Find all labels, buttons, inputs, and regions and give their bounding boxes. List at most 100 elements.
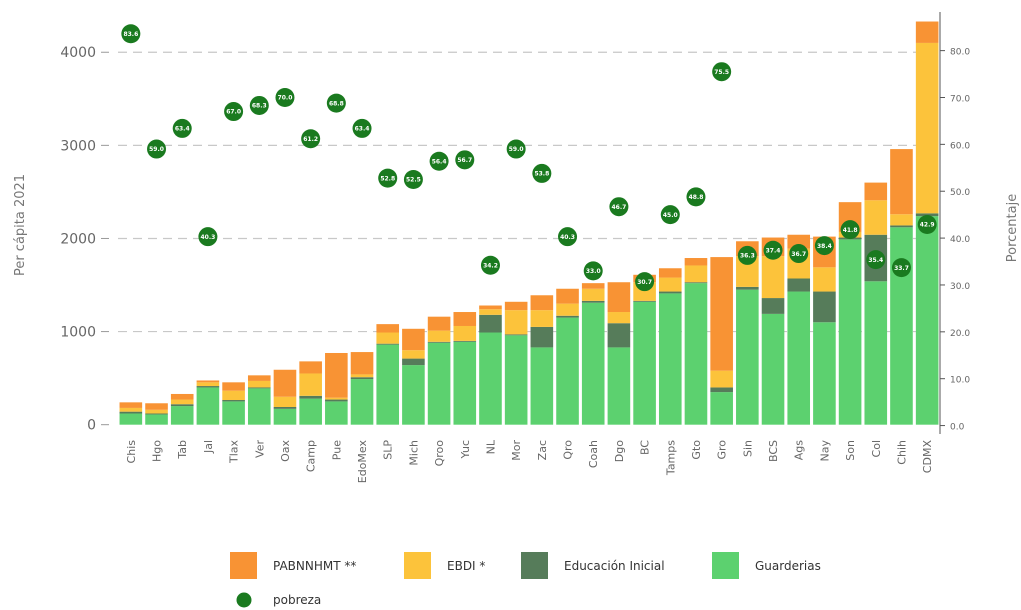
axes: 0 1000 2000 3000 4000 0.0 10.0 20.0 30.0 40.0 50.0… (60, 12, 970, 483)
bar-segment-educaci-n-inicial (736, 286, 759, 290)
pobreza-dot (121, 24, 141, 44)
x-tick-label: Coah (587, 440, 600, 468)
pobreza-dot-label: 37.4 (766, 247, 781, 254)
pobreza-dot-label: 83.6 (123, 31, 138, 38)
legend: PABNNHMT ** EBDI * Educación Inicial Guarde… (230, 552, 821, 608)
bar-segment-pabnnhmt (170, 393, 194, 400)
pobreza-dot (224, 102, 244, 122)
bar-segment-pabnnhmt (350, 352, 374, 375)
pobreza-dot-label: 52.8 (380, 175, 395, 182)
x-tick-label: BC (639, 440, 652, 455)
bar-segment-guarderias (222, 401, 245, 425)
bar-segment-educaci-n-inicial (607, 323, 631, 348)
bar-segment-educaci-n-inicial (761, 298, 785, 314)
pobreza-dot-label: 75.5 (714, 69, 729, 76)
bar-stacks (119, 21, 939, 425)
legend-label: PABNNHMT ** (273, 559, 356, 573)
bar-segment-pabnnhmt (222, 382, 245, 391)
bar-segment-guarderias (479, 332, 502, 425)
y-axis-title-left: Per cápita 2021 (13, 174, 28, 276)
bar-segment-educaci-n-inicial (402, 358, 425, 366)
pobreza-dot (558, 227, 578, 247)
x-tick-label: EdoMex (356, 440, 369, 484)
bar-segment-pabnnhmt (479, 305, 502, 310)
bar-segment-ebdi (427, 330, 451, 342)
bar-segment-guarderias (915, 216, 939, 425)
x-tick-label: Yuc (459, 440, 472, 459)
pobreza-dot-label: 46.7 (612, 204, 627, 211)
bar-segment-pabnnhmt (710, 257, 733, 371)
pobreza-dot (917, 215, 937, 234)
x-tick-label: Mor (510, 440, 523, 461)
bar-segment-guarderias (864, 281, 888, 425)
bar-segment-pabnnhmt (890, 149, 913, 215)
legend-swatch (521, 552, 548, 579)
y-tick-label-right: 10.0 (950, 376, 970, 386)
pobreza-dot (660, 205, 680, 225)
bar-segment-guarderias (299, 398, 322, 425)
poverty-dots: 83.6 59.0 63.4 40.3 67.0 68.3 70.0 61.2 68.8 63.4… (121, 24, 937, 292)
legend-swatch (404, 552, 431, 579)
bar-segment-ebdi (479, 309, 502, 315)
bar-segment-guarderias (658, 293, 682, 425)
bar-segment-ebdi (350, 374, 374, 378)
pobreza-dot (712, 62, 732, 82)
bar-segment-guarderias (633, 301, 656, 425)
bar-segment-pabnnhmt (915, 21, 939, 43)
y-tick-label-left: 1000 (60, 325, 96, 341)
bar-segment-pabnnhmt (607, 282, 631, 313)
bar-segment-pabnnhmt (427, 316, 451, 331)
pobreza-dot-label: 53.8 (534, 171, 549, 178)
x-tick-label: Jal (202, 440, 215, 454)
pobreza-dot-label: 38.4 (817, 243, 832, 250)
pobreza-dot (763, 240, 783, 260)
pobreza-dot (378, 168, 398, 188)
bar-segment-pabnnhmt (504, 301, 528, 311)
pobreza-dot-label: 59.0 (149, 146, 164, 153)
bar-segment-ebdi (915, 42, 939, 214)
bar-segment-ebdi (556, 303, 579, 316)
x-tick-label: Nay (818, 440, 831, 462)
pobreza-dot-label: 56.7 (457, 157, 472, 164)
y-tick-label-right: 70.0 (950, 94, 970, 104)
pobreza-dot (249, 95, 269, 115)
bar-segment-ebdi (607, 312, 631, 324)
pobreza-dot-label: 61.2 (303, 136, 318, 143)
legend-swatch-pobreza (236, 592, 252, 608)
bar-segment-ebdi (761, 256, 785, 299)
x-tick-label: Hgo (151, 440, 164, 462)
pobreza-dot-label: 35.4 (868, 257, 883, 264)
bar-segment-pabnnhmt (864, 182, 888, 201)
bar-segment-pabnnhmt (145, 403, 168, 410)
x-tick-label: Sin (741, 440, 754, 457)
bar-segment-educaci-n-inicial (530, 326, 554, 348)
pobreza-dot (609, 197, 629, 217)
bar-segment-ebdi (658, 277, 682, 292)
bar-segment-educaci-n-inicial (299, 395, 322, 399)
bar-segment-pabnnhmt (299, 361, 322, 374)
legend-label: Educación Inicial (564, 559, 665, 573)
x-tick-label: Tlax (228, 440, 241, 465)
bar-segment-ebdi (581, 288, 605, 301)
pobreza-dot (686, 187, 706, 207)
pobreza-dot (866, 250, 886, 270)
bar-segment-educaci-n-inicial (556, 315, 579, 318)
pobreza-dot-label: 63.4 (355, 126, 370, 133)
bar-segment-educaci-n-inicial (813, 291, 836, 323)
pobreza-dot-label: 63.4 (175, 126, 190, 133)
bar-segment-pabnnhmt (273, 369, 297, 397)
bar-segment-pabnnhmt (530, 295, 554, 311)
bar-segment-educaci-n-inicial (376, 343, 400, 345)
bar-segment-guarderias (376, 344, 400, 425)
pobreza-dot (635, 272, 655, 292)
y-tick-label-right: 20.0 (950, 329, 970, 339)
bar-segment-ebdi (196, 382, 220, 387)
x-tick-label: Qroo (433, 440, 446, 467)
pobreza-dot (891, 258, 911, 278)
y-tick-label-right: 80.0 (950, 48, 970, 58)
bar-segment-ebdi (222, 390, 245, 401)
bar-segment-pabnnhmt (196, 380, 220, 383)
bar-segment-educaci-n-inicial (453, 340, 477, 342)
pobreza-dot-label: 36.3 (740, 253, 755, 260)
bar-segment-ebdi (119, 407, 143, 412)
